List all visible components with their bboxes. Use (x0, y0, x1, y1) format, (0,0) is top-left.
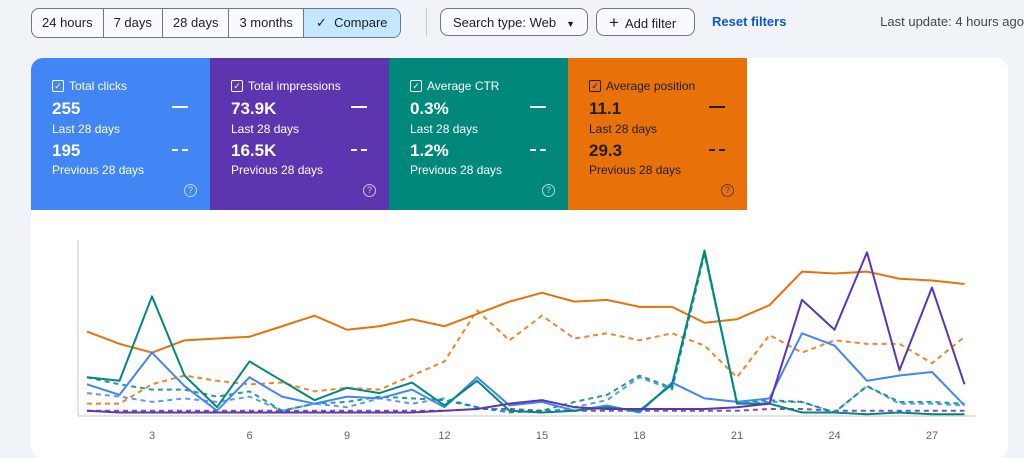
search-type-dropdown[interactable]: Search type: Web ▼ (440, 8, 588, 36)
current-value: 11.1 (589, 99, 622, 118)
metric-card-average-ctr[interactable]: ✓ Average CTR 0.3% Last 28 days 1.2% Prev… (389, 58, 568, 210)
metric-label[interactable]: ✓ Total clicks (52, 79, 127, 93)
solid-line-legend-icon (709, 106, 725, 108)
current-period: Last 28 days (410, 122, 479, 136)
dashed-line-legend-icon (172, 149, 188, 151)
series-line-total-clicks-current (86, 332, 966, 414)
current-period: Last 28 days (231, 122, 300, 136)
x-tick-label: 21 (731, 430, 743, 440)
x-tick-label: 3 (149, 430, 155, 440)
checkbox-checked-icon[interactable]: ✓ (589, 80, 601, 92)
divider (426, 8, 427, 36)
metric-label[interactable]: ✓ Total impressions (231, 79, 341, 93)
dashed-line-legend-icon (709, 149, 725, 151)
solid-line-legend-icon (172, 106, 188, 108)
reset-filters-link[interactable]: Reset filters (712, 14, 787, 29)
metric-card-total-clicks[interactable]: ✓ Total clicks 255 Last 28 days 195 Previ… (31, 58, 210, 210)
series-line-total-impressions-current (86, 251, 966, 414)
previous-period: Previous 28 days (231, 163, 324, 177)
checkbox-checked-icon[interactable]: ✓ (231, 80, 243, 92)
previous-value: 16.5K (231, 141, 277, 160)
metric-label[interactable]: ✓ Average CTR (410, 79, 499, 93)
previous-value: 195 (52, 141, 81, 160)
help-icon[interactable]: ? (363, 184, 376, 197)
x-tick-label: 9 (344, 430, 350, 440)
plus-icon: + (609, 13, 619, 32)
current-period: Last 28 days (52, 122, 121, 136)
range-3-months[interactable]: 3 months (229, 9, 304, 37)
date-range-selector: 24 hours 7 days 28 days 3 months ✓ Compa… (31, 8, 401, 38)
x-tick-label: 24 (828, 430, 840, 440)
series-line-average-ctr-current (86, 249, 965, 416)
add-filter-button[interactable]: + Add filter (596, 8, 695, 36)
compare-button[interactable]: ✓ Compare (303, 9, 400, 37)
performance-chart: 3 6 9 12 15 18 21 24 27 (77, 240, 975, 440)
x-tick-label: 27 (926, 430, 938, 440)
dashed-line-legend-icon (351, 149, 367, 151)
current-value: 0.3% (410, 99, 449, 118)
x-tick-label: 6 (246, 430, 252, 440)
last-update: Last update: 4 hours ago (880, 14, 1024, 29)
series-line-average-position-previous (87, 309, 966, 405)
range-24-hours[interactable]: 24 hours (32, 9, 104, 37)
x-tick-label: 12 (438, 430, 450, 440)
previous-period: Previous 28 days (589, 163, 682, 177)
range-7-days[interactable]: 7 days (104, 9, 163, 37)
current-value: 73.9K (231, 99, 277, 118)
x-tick-label: 15 (536, 430, 548, 440)
range-28-days[interactable]: 28 days (163, 9, 230, 37)
help-icon[interactable]: ? (542, 184, 555, 197)
metric-card-average-position[interactable]: ✓ Average position 11.1 Last 28 days 29.3… (568, 58, 747, 210)
previous-period: Previous 28 days (52, 163, 145, 177)
solid-line-legend-icon (351, 106, 367, 108)
series-line-average-position-current (86, 270, 965, 354)
dashed-line-legend-icon (530, 149, 546, 151)
checkbox-checked-icon[interactable]: ✓ (52, 80, 64, 92)
check-icon: ✓ (315, 15, 335, 30)
series-line-average-ctr-previous (86, 253, 965, 414)
x-tick-label: 18 (633, 430, 645, 440)
previous-period: Previous 28 days (410, 163, 503, 177)
current-value: 255 (52, 99, 81, 118)
previous-value: 1.2% (410, 141, 449, 160)
checkbox-checked-icon[interactable]: ✓ (410, 80, 422, 92)
previous-value: 29.3 (589, 141, 623, 160)
current-period: Last 28 days (589, 122, 658, 136)
help-icon[interactable]: ? (184, 184, 197, 197)
series-line-total-impressions-previous (87, 407, 965, 412)
solid-line-legend-icon (530, 106, 546, 108)
series-line-total-clicks-previous (86, 251, 965, 414)
metric-card-total-impressions[interactable]: ✓ Total impressions 73.9K Last 28 days 16… (210, 58, 389, 210)
caret-down-icon: ▼ (566, 19, 576, 29)
help-icon[interactable]: ? (721, 184, 734, 197)
metric-label[interactable]: ✓ Average position (589, 79, 695, 93)
